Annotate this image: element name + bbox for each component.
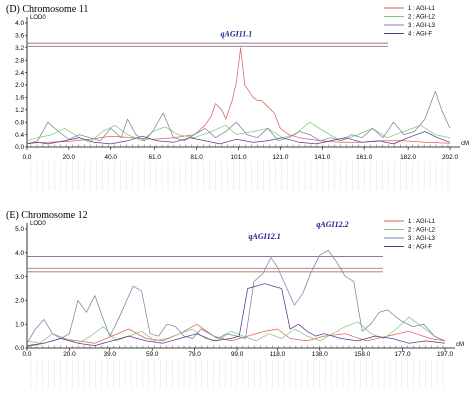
- series-line: [26, 323, 446, 348]
- y-tick-label: 5.0: [15, 226, 24, 233]
- legend-label: 2 : AGI-L2: [408, 228, 436, 234]
- legend-label: 1 : AGI-L1: [408, 219, 436, 225]
- y-axis-label: LOD0: [30, 15, 46, 21]
- panel-title: (E) Chromosome 12: [6, 210, 88, 221]
- x-tick-label: 81.0: [190, 154, 203, 161]
- legend-label: 4 : AGI-F: [408, 245, 432, 251]
- x-tick-label: 20.0: [63, 351, 76, 358]
- y-tick-label: 4.0: [15, 20, 24, 27]
- legend-label: 2 : AGI-L2: [408, 15, 436, 21]
- y-tick-label: 2.0: [15, 82, 24, 89]
- legend-label: 1 : AGI-L1: [408, 6, 436, 12]
- y-tick-label: 0.8: [15, 119, 24, 126]
- y-tick-label: 0.0: [15, 345, 24, 352]
- y-axis-label: LOD0: [30, 221, 46, 227]
- marker-rug: [30, 144, 449, 190]
- series-line: [26, 250, 446, 344]
- x-tick-label: 118.0: [270, 351, 286, 358]
- legend-label: 3 : AGI-L3: [408, 236, 436, 242]
- legend-label: 3 : AGI-L3: [408, 23, 436, 29]
- x-tick-label: 99.0: [231, 351, 244, 358]
- series-line: [26, 47, 451, 144]
- legend-label: 4 : AGI-F: [408, 32, 432, 38]
- y-tick-label: 1.2: [15, 107, 24, 114]
- y-tick-label: 1.0: [15, 321, 24, 328]
- x-tick-label: 138.0: [312, 351, 328, 358]
- y-tick-label: 4.0: [15, 250, 24, 257]
- series-line: [26, 90, 451, 145]
- qtl-label: qAGI12.1: [249, 232, 281, 241]
- marker-rug: [30, 345, 444, 388]
- x-tick-label: 202.0: [442, 154, 458, 161]
- x-tick-label: 158.0: [354, 351, 370, 358]
- legend: 1 : AGI-L1 2 : AGI-L2 3 : AGI-L3 4 : AGI-F: [384, 219, 436, 251]
- y-tick-label: 3.0: [15, 274, 24, 281]
- y-tick-label: 2.4: [15, 70, 24, 77]
- x-tick-label: 20.0: [63, 154, 76, 161]
- x-tick-label: 197.0: [437, 351, 453, 358]
- x-tick-label: 0.0: [23, 351, 32, 358]
- x-tick-label: 79.0: [188, 351, 201, 358]
- y-tick-label: 2.8: [15, 57, 24, 64]
- series-line: [26, 131, 451, 145]
- qtl-label: qAGI12.2: [316, 220, 348, 229]
- y-tick-label: 0.0: [15, 144, 24, 151]
- y-tick-label: 3.2: [15, 45, 24, 52]
- x-tick-label: 121.0: [272, 154, 288, 161]
- x-tick-label: 141.0: [314, 154, 330, 161]
- x-tick-label: 39.0: [104, 351, 117, 358]
- x-tick-label: 177.0: [395, 351, 411, 358]
- y-tick-label: 0.4: [15, 132, 24, 139]
- y-tick-label: 1.6: [15, 95, 24, 102]
- y-tick-label: 2.0: [15, 298, 24, 305]
- qtl-label: qAGI11.1: [221, 30, 253, 39]
- x-tick-label: 40.0: [105, 154, 118, 161]
- x-tick-label: 61.0: [149, 154, 162, 161]
- x-tick-label: 59.0: [146, 351, 159, 358]
- x-axis-label: cM: [461, 141, 469, 147]
- x-tick-label: 182.0: [400, 154, 416, 161]
- y-tick-label: 3.6: [15, 33, 24, 40]
- x-tick-label: 101.0: [231, 154, 247, 161]
- series-line: [26, 283, 446, 346]
- panel-title: (D) Chromosome 11: [6, 4, 88, 15]
- x-axis-label: cM: [456, 342, 464, 348]
- legend: 1 : AGI-L1 2 : AGI-L2 3 : AGI-L3 4 : AGI-F: [384, 6, 436, 38]
- x-tick-label: 161.0: [356, 154, 372, 161]
- x-tick-label: 0.0: [23, 154, 32, 161]
